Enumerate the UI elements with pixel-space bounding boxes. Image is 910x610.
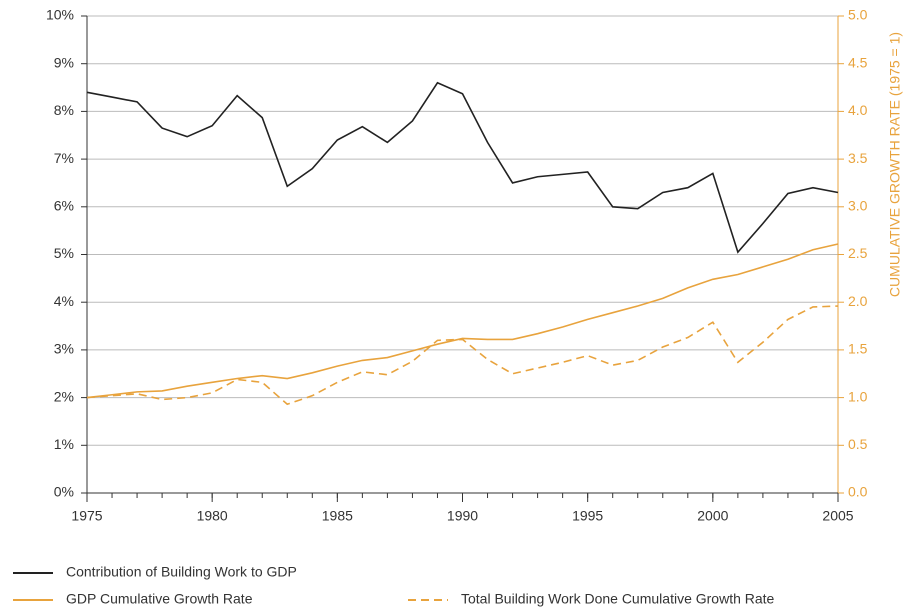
- y2-tick-label: 3.5: [848, 150, 868, 166]
- y-tick-label: 4%: [54, 293, 74, 309]
- y2-tick-label: 5.0: [848, 7, 868, 23]
- y-tick-label: 1%: [54, 436, 74, 452]
- series-line: [86, 305, 839, 406]
- x-tick-label: 1990: [447, 508, 478, 524]
- y-tick-label: 8%: [54, 102, 74, 118]
- y2-tick-label: 0.5: [848, 436, 868, 452]
- y2-tick-label: 3.0: [848, 198, 868, 214]
- y2-tick-label: 1.0: [848, 388, 868, 404]
- legend-label: Total Building Work Done Cumulative Grow…: [461, 591, 775, 607]
- y-tick-label: 6%: [54, 198, 74, 214]
- x-tick-label: 1975: [71, 508, 102, 524]
- legend-label: Contribution of Building Work to GDP: [66, 564, 297, 580]
- y-tick-label: 7%: [54, 150, 74, 166]
- y2-tick-label: 2.0: [848, 293, 868, 309]
- y-tick-label: 5%: [54, 245, 74, 261]
- x-tick-label: 2005: [822, 508, 853, 524]
- y-tick-label: 9%: [54, 54, 74, 70]
- y-tick-label: 2%: [54, 388, 74, 404]
- y2-tick-label: 0.0: [848, 484, 868, 500]
- x-tick-label: 1985: [322, 508, 353, 524]
- y-tick-label: 10%: [46, 7, 74, 23]
- series-line: [86, 81, 839, 254]
- x-tick-label: 1995: [572, 508, 603, 524]
- legend-label: GDP Cumulative Growth Rate: [66, 591, 253, 607]
- series-line: [86, 243, 839, 399]
- y-tick-label: 3%: [54, 341, 74, 357]
- y2-tick-label: 4.5: [848, 54, 868, 70]
- y2-axis-label: CUMULATIVE GROWTH RATE (1975 = 1): [887, 32, 903, 297]
- y-tick-label: 0%: [54, 484, 74, 500]
- y2-tick-label: 1.5: [848, 341, 868, 357]
- y2-tick-label: 4.0: [848, 102, 868, 118]
- y2-tick-label: 2.5: [848, 245, 868, 261]
- x-tick-label: 2000: [697, 508, 728, 524]
- x-tick-label: 1980: [197, 508, 228, 524]
